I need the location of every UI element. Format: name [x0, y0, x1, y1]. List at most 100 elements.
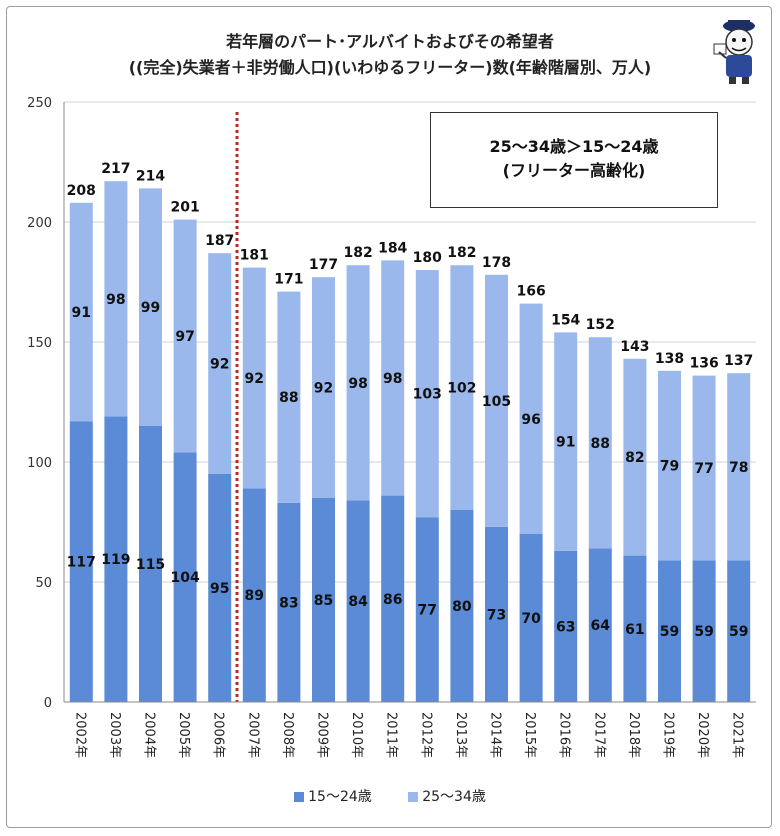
y-tick-label: 200: [27, 216, 52, 231]
legend: 15～24歳 25～34歳: [0, 786, 780, 806]
bars: [69, 112, 751, 702]
bar-segment-older: [485, 274, 508, 527]
data-label-young: 59: [729, 624, 748, 640]
bar-segment-young: [277, 502, 301, 702]
data-label-young: 64: [591, 618, 611, 634]
data-label-young: 63: [556, 619, 575, 635]
chart-title-line1: 若年層のパート･アルバイトおよびその希望者: [226, 32, 554, 51]
data-label-total: 136: [689, 356, 718, 372]
bar-segment-young: [692, 560, 716, 702]
data-label-young: 85: [314, 593, 333, 609]
bar-segment-young: [69, 421, 93, 702]
bar-segment-older: [139, 188, 162, 426]
x-tick-label: 2021年: [730, 712, 745, 758]
x-tick-label: 2018年: [626, 712, 641, 758]
data-label-older: 92: [314, 381, 333, 397]
data-label-young: 117: [67, 555, 96, 571]
data-labels: 117 91 208 119 98 217 115 99 214 104 97 201 95 92 187 8…: [67, 161, 754, 640]
data-label-young: 59: [660, 624, 679, 640]
data-label-young: 86: [383, 592, 402, 608]
data-label-young: 83: [279, 595, 298, 611]
bar-segment-young: [727, 560, 751, 702]
y-tick-label: 100: [27, 456, 52, 471]
annotation-line1: 25～34歳＞15～24歳: [489, 137, 659, 156]
data-label-total: 138: [655, 351, 684, 367]
bar-segment-older: [623, 358, 647, 556]
data-label-total: 177: [309, 257, 338, 273]
y-tick-label: 0: [44, 696, 52, 711]
data-label-older: 78: [729, 460, 748, 476]
data-label-total: 143: [620, 339, 649, 355]
bar-segment-young: [450, 510, 474, 702]
bar-segment-older: [104, 181, 128, 417]
legend-label-young: 15～24歳: [308, 789, 372, 805]
bar-segment-young: [554, 550, 578, 702]
data-label-young: 84: [348, 594, 368, 610]
data-label-young: 61: [625, 622, 644, 638]
bar-segment-young: [485, 526, 508, 702]
y-tick-label: 250: [27, 96, 52, 111]
data-label-total: 152: [586, 317, 615, 333]
data-label-young: 73: [487, 607, 506, 623]
legend-swatch-young: [294, 792, 305, 802]
legend-item-young: 15～24歳: [294, 786, 372, 806]
legend-item-older: 25～34歳: [408, 786, 486, 806]
annotation-line2: (フリーター高齢化): [502, 161, 646, 180]
data-label-older: 91: [556, 435, 575, 451]
data-label-total: 154: [551, 312, 580, 328]
x-tick-label: 2016年: [557, 712, 572, 758]
data-label-young: 89: [245, 588, 264, 604]
x-tick-label: 2013年: [453, 712, 468, 758]
x-tick-label: 2009年: [315, 712, 330, 758]
bar-segment-young: [173, 452, 197, 702]
x-tick-label: 2003年: [107, 712, 122, 758]
data-label-total: 184: [378, 240, 407, 256]
bar-segment-young: [415, 517, 439, 702]
bar-segment-older: [554, 332, 578, 551]
bar-segment-older: [312, 277, 335, 498]
data-label-older: 92: [210, 357, 229, 373]
legend-label-older: 25～34歳: [422, 789, 486, 805]
x-tick-label: 2005年: [176, 712, 191, 758]
x-tick-label: 2019年: [661, 712, 676, 758]
data-label-older: 96: [521, 412, 540, 428]
bar-segment-older: [727, 373, 751, 561]
bar-segment-older: [69, 202, 93, 422]
bar-segment-young: [623, 555, 647, 702]
bar-segment-older: [450, 265, 474, 510]
x-tick-label: 2012年: [418, 712, 433, 758]
bar-segment-older: [208, 253, 232, 474]
data-label-total: 171: [274, 272, 303, 288]
bar-segment-young: [242, 488, 266, 702]
x-tick-label: 2014年: [488, 712, 503, 758]
bar-segment-older: [588, 337, 612, 549]
bar-segment-older: [277, 291, 301, 503]
x-tick-label: 2020年: [695, 712, 710, 758]
data-label-total: 208: [67, 183, 96, 199]
data-label-young: 95: [210, 581, 229, 597]
bar-segment-young: [312, 498, 335, 702]
data-label-older: 98: [106, 292, 125, 308]
bar-segment-older: [692, 375, 716, 561]
bar-segment-older: [658, 370, 681, 561]
data-label-total: 214: [136, 168, 165, 184]
annotation-box: 25～34歳＞15～24歳 (フリーター高齢化): [430, 112, 718, 208]
data-label-total: 137: [724, 353, 753, 369]
data-label-older: 102: [447, 381, 476, 397]
data-label-older: 77: [694, 461, 713, 477]
bar-segment-older: [381, 260, 405, 496]
x-tick-label: 2011年: [384, 712, 399, 758]
data-label-older: 79: [660, 459, 679, 475]
data-label-older: 88: [279, 390, 298, 406]
data-label-young: 104: [170, 570, 199, 586]
data-label-total: 178: [482, 255, 511, 271]
data-label-total: 166: [516, 284, 545, 300]
data-label-total: 182: [447, 245, 476, 261]
data-label-older: 82: [625, 450, 644, 466]
data-label-older: 97: [175, 329, 194, 345]
x-tick-label: 2004年: [142, 712, 157, 758]
bar-segment-young: [208, 474, 232, 702]
legend-swatch-older: [408, 792, 419, 802]
data-label-total: 180: [413, 250, 442, 266]
